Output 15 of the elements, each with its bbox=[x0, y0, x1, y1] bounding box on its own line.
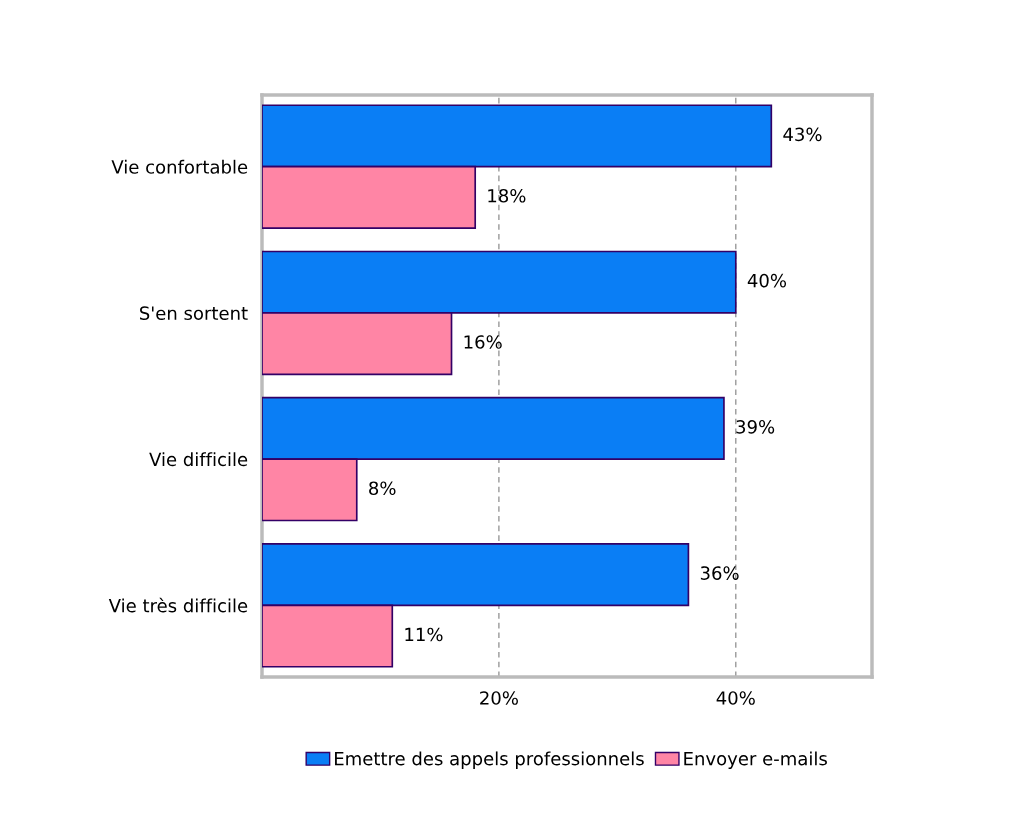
data-label: 40% bbox=[747, 273, 787, 288]
y-tick-label: Vie difficile bbox=[149, 452, 248, 467]
y-tick-label: S'en sortent bbox=[140, 306, 248, 320]
data-label: 43% bbox=[783, 127, 822, 142]
legend-label: Emettre des appels professionnels bbox=[335, 751, 644, 769]
legend-label: Envoyer e-mails bbox=[684, 751, 827, 769]
data-label: 8% bbox=[369, 481, 396, 496]
data-label: 16% bbox=[464, 335, 502, 349]
x-tick-label: 20% bbox=[480, 691, 518, 705]
data-label: 36% bbox=[700, 566, 739, 580]
data-label: 11% bbox=[405, 627, 443, 642]
y-tick-label: Vie très difficile bbox=[108, 597, 248, 613]
data-label: 18% bbox=[488, 188, 526, 203]
y-tick-label: Vie confortable bbox=[111, 159, 248, 174]
data-label: 39% bbox=[736, 419, 775, 434]
